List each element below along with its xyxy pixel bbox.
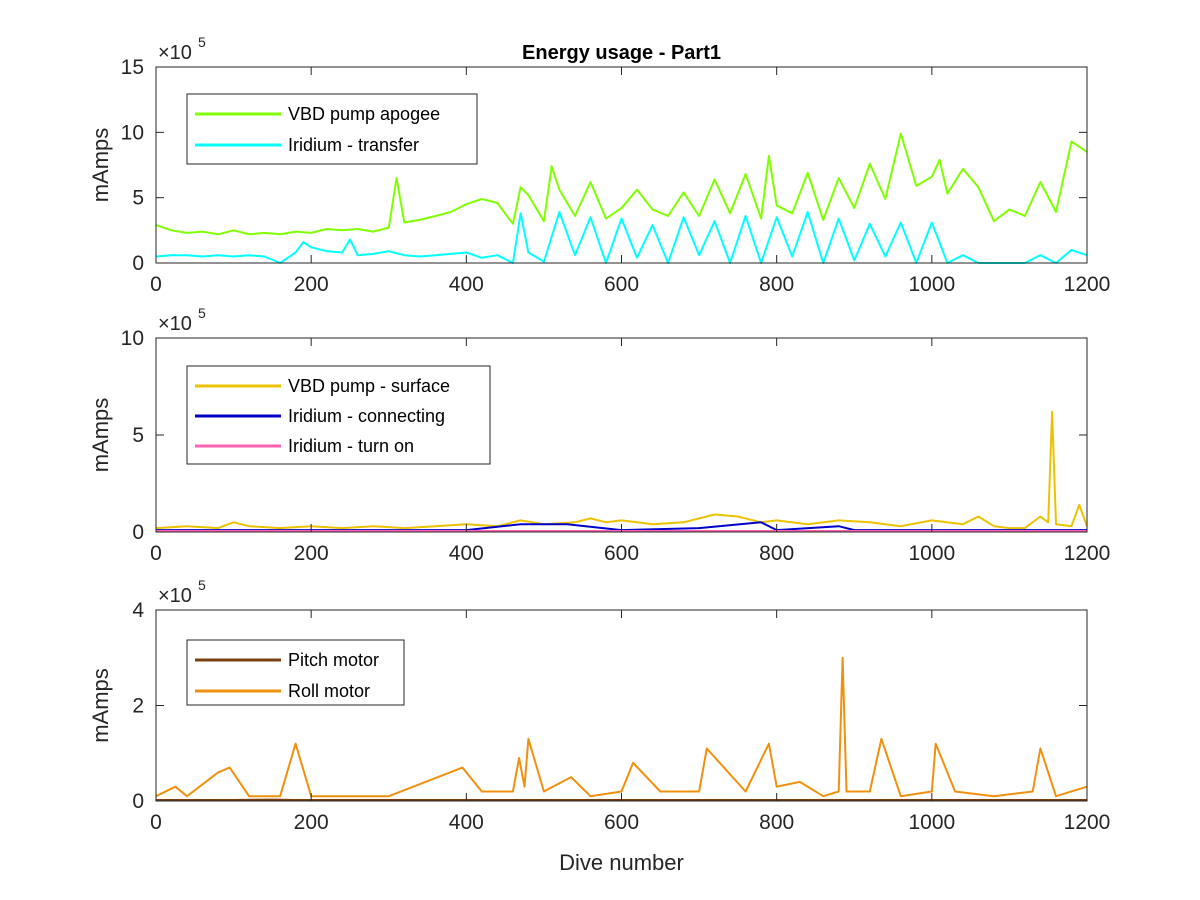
x-tick-label: 800 xyxy=(759,542,794,565)
y-axis-label: mAmps xyxy=(88,128,113,203)
x-tick-label: 600 xyxy=(604,273,639,296)
x-tick-label: 0 xyxy=(150,273,162,296)
x-tick-label: 1200 xyxy=(1064,273,1111,296)
y-axis-label: mAmps xyxy=(88,398,113,473)
y-exponent-base: ×10 xyxy=(158,42,192,64)
y-axis-label: mAmps xyxy=(88,668,113,743)
y-exponent-base: ×10 xyxy=(158,585,192,607)
axes-panel-2: 0 200 400 600 800 1000 1200 0 5 10 ×10 5 mAmps VBD pu… xyxy=(88,305,1110,565)
y-exponent-power: 5 xyxy=(198,577,206,593)
x-tick-label: 1200 xyxy=(1064,542,1111,565)
x-axis-label: Dive number xyxy=(559,850,684,875)
x-tick-label: 200 xyxy=(294,273,329,296)
y-tick-label: 0 xyxy=(132,252,144,275)
y-tick-label: 5 xyxy=(132,187,144,210)
y-tick-label: 0 xyxy=(132,521,144,544)
x-tick-label: 0 xyxy=(150,811,162,834)
y-tick-label: 2 xyxy=(132,695,144,718)
y-tick-label: 5 xyxy=(132,424,144,447)
legend: VBD pump apogee Iridium - transfer xyxy=(186,93,478,165)
x-tick-label: 1200 xyxy=(1064,811,1111,834)
legend: VBD pump - surface Iridium - connecting Ir… xyxy=(186,365,491,465)
x-tick-label: 400 xyxy=(449,273,484,296)
y-tick-label: 10 xyxy=(121,327,144,350)
legend-entry: VBD pump - surface xyxy=(288,376,450,396)
x-tick-label: 200 xyxy=(294,811,329,834)
legend-entry: Iridium - connecting xyxy=(288,406,445,426)
series-line-roll-motor xyxy=(155,656,1088,798)
x-tick-label: 1000 xyxy=(908,273,955,296)
x-tick-label: 200 xyxy=(294,542,329,565)
chart-title: Energy usage - Part1 xyxy=(522,42,721,64)
y-tick-label: 15 xyxy=(121,56,144,79)
x-tick-label: 0 xyxy=(150,542,162,565)
legend-box xyxy=(186,639,405,706)
legend-entry: VBD pump apogee xyxy=(288,104,440,124)
x-tick-label: 1000 xyxy=(908,811,955,834)
legend-entry: Iridium - transfer xyxy=(288,135,419,155)
x-tick-label: 400 xyxy=(449,811,484,834)
y-tick-label: 0 xyxy=(132,790,144,813)
y-exponent-power: 5 xyxy=(198,305,206,321)
series-line-vbd-pump-surface xyxy=(155,410,1088,530)
series-line-iridium-transfer xyxy=(155,211,1088,264)
x-tick-label: 400 xyxy=(449,542,484,565)
y-exponent-power: 5 xyxy=(198,34,206,50)
x-tick-label: 1000 xyxy=(908,542,955,565)
x-tick-label: 800 xyxy=(759,273,794,296)
y-exponent-base: ×10 xyxy=(158,313,192,335)
axes-panel-1: 0 200 400 600 800 1000 1200 0 5 10 15 ×10 5 mAmps Ener… xyxy=(88,34,1110,296)
legend-entry: Roll motor xyxy=(288,681,370,701)
series-line-vbd-pump-apogee xyxy=(155,132,1088,236)
legend: Pitch motor Roll motor xyxy=(186,639,405,706)
x-tick-label: 800 xyxy=(759,811,794,834)
x-tick-label: 600 xyxy=(604,811,639,834)
y-tick-label: 10 xyxy=(121,121,144,144)
legend-box xyxy=(186,93,478,165)
x-tick-label: 600 xyxy=(604,542,639,565)
y-tick-label: 4 xyxy=(132,599,144,622)
legend-entry: Pitch motor xyxy=(288,650,379,670)
legend-entry: Iridium - turn on xyxy=(288,436,414,456)
axes-panel-3: 0 200 400 600 800 1000 1200 0 2 4 ×10 5 mAmps Dive nu… xyxy=(88,577,1110,875)
